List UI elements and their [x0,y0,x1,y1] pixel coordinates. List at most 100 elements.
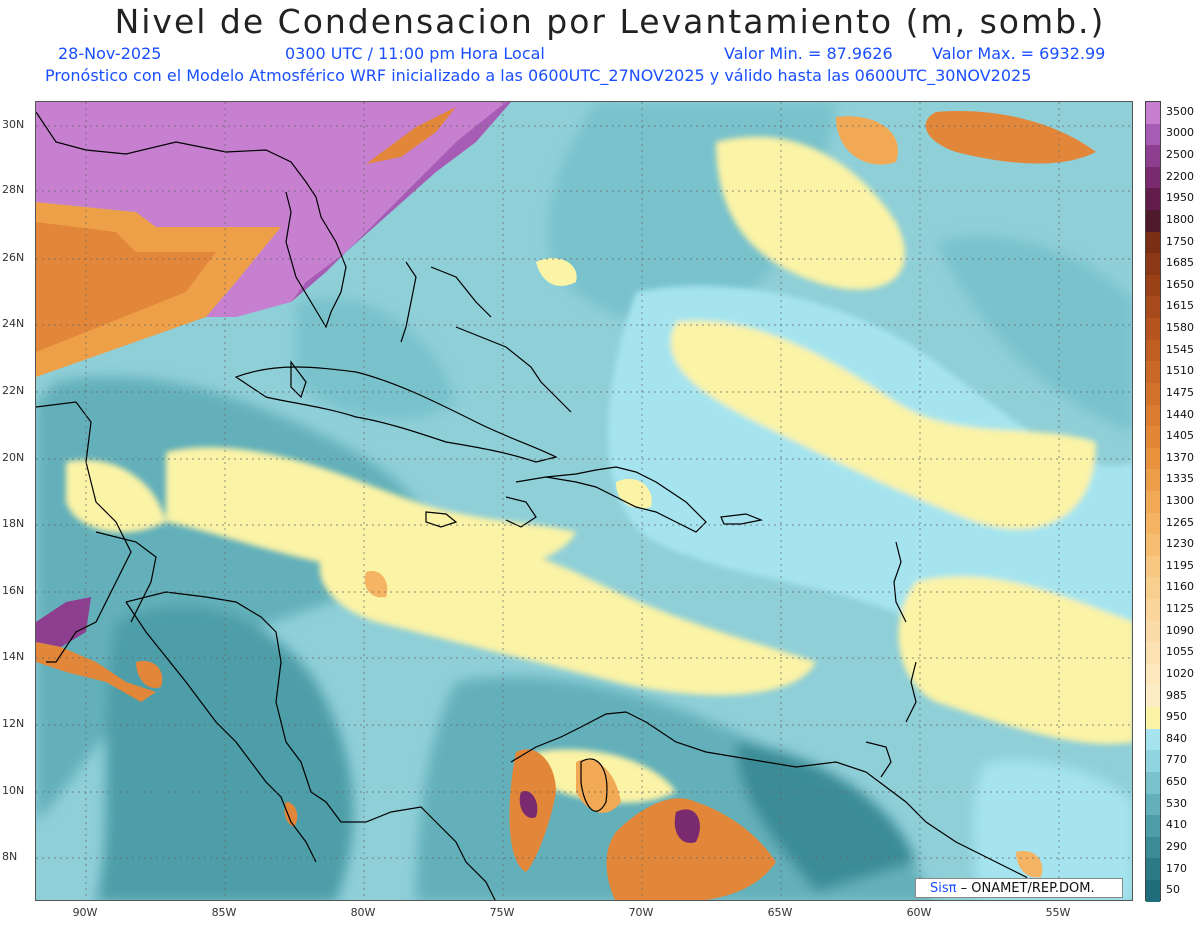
colorbar-swatch [1146,469,1160,491]
colorbar-label: 650 [1166,775,1187,789]
colorbar-label: 1055 [1166,645,1194,659]
colorbar-label: 1545 [1166,342,1194,356]
colorbar-label: 1950 [1166,191,1194,205]
credit-text: – ONAMET/REP.DOM. [960,881,1095,896]
lat-tick: 20N [2,451,25,464]
colorbar-label: 1370 [1166,450,1194,464]
colorbar-swatch [1146,555,1160,578]
colorbar-swatch [1146,750,1160,772]
colorbar-label: 840 [1166,731,1187,745]
colorbar-swatch [1146,145,1160,167]
colorbar-swatch [1146,382,1160,405]
colorbar-swatch [1146,231,1160,254]
colorbar-label: 170 [1166,861,1187,875]
lon-tick: 55W [1045,906,1071,919]
date-label: 28-Nov-2025 [58,44,162,63]
colorbar-swatch [1146,123,1160,146]
colorbar-swatch [1146,663,1160,686]
colorbar-label: 1750 [1166,234,1194,248]
colorbar-swatch [1146,793,1160,816]
colorbar-swatch [1146,815,1160,837]
colorbar-label: 2200 [1166,169,1194,183]
colorbar-swatch [1146,685,1160,708]
colorbar-swatch [1146,599,1160,621]
colorbar-label: 1510 [1166,364,1194,378]
colorbar-swatch [1146,534,1160,556]
colorbar-label: 1090 [1166,623,1194,637]
colorbar-label: 1335 [1166,472,1194,486]
colorbar-label: 1265 [1166,515,1194,529]
lat-tick: 12N [2,717,25,730]
time-label: 0300 UTC / 11:00 pm Hora Local [285,44,545,63]
colorbar-swatch [1146,426,1160,448]
colorbar-label: 1685 [1166,256,1194,270]
colorbar-swatch [1146,642,1160,664]
lat-tick: 26N [2,251,25,264]
lon-tick: 85W [211,906,237,919]
colorbar-label: 1440 [1166,407,1194,421]
lat-tick: 16N [2,584,25,597]
colorbar-swatch [1146,771,1160,794]
max-value-label: Valor Max. = 6932.99 [932,44,1106,63]
colorbar-swatch [1146,274,1160,297]
colorbar-swatch [1146,210,1160,232]
lon-tick: 90W [72,906,98,919]
map-title: Nivel de Condensacion por Levantamiento … [114,2,1106,41]
colorbar-label: 290 [1166,839,1187,853]
colorbar [1145,101,1161,902]
colorbar-label: 1475 [1166,385,1194,399]
colorbar-swatch [1146,188,1160,211]
colorbar-swatch [1146,728,1160,751]
colorbar-swatch [1146,836,1160,859]
lat-tick: 28N [2,183,25,196]
colorbar-swatch [1146,296,1160,319]
model-info-label: Pronóstico con el Modelo Atmosférico WRF… [45,66,1032,85]
colorbar-label: 3000 [1166,126,1194,140]
colorbar-swatch [1146,102,1160,124]
colorbar-label: 950 [1166,710,1187,724]
min-value-label: Valor Min. = 87.9626 [724,44,893,63]
colorbar-label: 50 [1166,883,1180,897]
lon-tick: 80W [350,906,376,919]
colorbar-swatch [1146,404,1160,427]
colorbar-label: 985 [1166,688,1187,702]
colorbar-swatch [1146,361,1160,383]
colorbar-label: 1230 [1166,537,1194,551]
colorbar-label: 1300 [1166,494,1194,507]
colorbar-swatch [1146,858,1160,880]
colorbar-swatch [1146,577,1160,600]
colorbar-label: 1800 [1166,212,1194,226]
map-field-svg [36,102,1132,900]
lat-tick: 22N [2,384,25,397]
lat-tick: 8N [2,850,18,863]
colorbar-swatch [1146,447,1160,470]
colorbar-label: 3500 [1166,104,1194,118]
lat-tick: 24N [2,317,25,330]
map-canvas[interactable] [35,101,1133,901]
lat-tick: 18N [2,517,25,530]
colorbar-swatch [1146,166,1160,189]
lon-tick: 70W [628,906,654,919]
colorbar-label: 1195 [1166,558,1194,572]
colorbar-label: 1615 [1166,299,1194,313]
colorbar-label: 1405 [1166,429,1194,443]
colorbar-label: 1160 [1166,580,1194,594]
lon-tick: 65W [767,906,793,919]
colorbar-swatch [1146,620,1160,643]
colorbar-label: 2500 [1166,148,1194,162]
colorbar-swatch [1146,512,1160,535]
colorbar-swatch [1146,253,1160,275]
credit-box: Sisπ – ONAMET/REP.DOM. [915,878,1123,898]
colorbar-label: 1125 [1166,602,1194,616]
lat-tick: 10N [2,784,25,797]
colorbar-label: 1020 [1166,666,1194,680]
colorbar-label: 1650 [1166,277,1194,291]
colorbar-swatch [1146,339,1160,362]
colorbar-swatch [1146,490,1160,513]
colorbar-label: 1580 [1166,321,1194,335]
colorbar-label: 530 [1166,796,1187,810]
colorbar-label: 410 [1166,818,1187,832]
colorbar-swatch [1146,879,1160,902]
lon-tick: 60W [906,906,932,919]
lat-tick: 30N [2,118,25,131]
